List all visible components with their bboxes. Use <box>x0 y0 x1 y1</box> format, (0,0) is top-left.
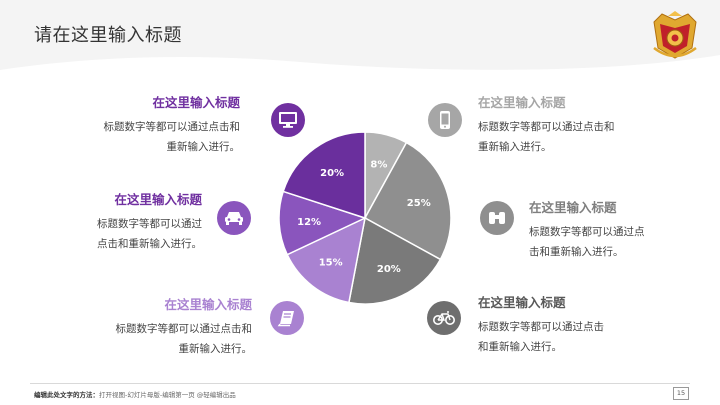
pie-slice-label: 8% <box>370 159 387 170</box>
block-heading: 在这里输入标题 <box>152 95 240 110</box>
book-icon <box>270 301 304 335</box>
footer-bold-text: 编辑此处文字的方法： <box>34 391 99 399</box>
phone-icon <box>428 103 462 137</box>
pie-slice-label: 20% <box>320 168 344 179</box>
emblem-logo <box>653 11 697 59</box>
block-body: 标题数字等都可以通过点 击和重新输入进行。 <box>529 226 645 258</box>
pie-slice-label: 15% <box>319 258 343 269</box>
block-heading: 在这里输入标题 <box>478 295 566 310</box>
pie-slice <box>363 141 452 261</box>
monitor-icon <box>271 103 305 137</box>
block-mid-left: 在这里输入标题 标题数字等都可以通过 点击和重新输入进行。 <box>50 192 202 254</box>
pie-slice-label: 12% <box>297 217 321 228</box>
binoculars-icon <box>480 201 514 235</box>
block-bottom-left: 在这里输入标题 标题数字等都可以通过点击和 重新输入进行。 <box>70 297 253 359</box>
bicycle-icon <box>427 301 461 335</box>
pie-slice-label: 20% <box>377 264 401 275</box>
pie-slice <box>348 216 442 305</box>
block-heading: 在这里输入标题 <box>478 95 566 110</box>
block-top-right: 在这里输入标题 标题数字等都可以通过点击和 重新输入进行。 <box>478 95 658 157</box>
block-body: 标题数字等都可以通过点击和 重新输入进行。 <box>103 121 241 153</box>
page-number: 15 <box>673 387 689 400</box>
pie-slice <box>286 216 367 304</box>
block-heading: 在这里输入标题 <box>529 200 617 215</box>
block-mid-right: 在这里输入标题 标题数字等都可以通过点 击和重新输入进行。 <box>529 200 679 262</box>
footer-divider <box>30 383 690 384</box>
pie-slice <box>278 190 368 256</box>
block-body: 标题数字等都可以通过点击和 重新输入进行。 <box>478 121 615 153</box>
block-heading: 在这里输入标题 <box>164 297 252 312</box>
footer-instructions: 编辑此处文字的方法：打开视图-幻灯片母版-编辑第一页 @轻编辑出品 <box>34 389 236 399</box>
block-top-left: 在这里输入标题 标题数字等都可以通过点击和 重新输入进行。 <box>60 95 241 157</box>
block-body: 标题数字等都可以通过点击 和重新输入进行。 <box>478 321 604 353</box>
pie-slice <box>282 131 366 220</box>
header-swoosh <box>0 0 720 70</box>
block-bottom-right: 在这里输入标题 标题数字等都可以通过点击 和重新输入进行。 <box>478 295 658 357</box>
block-heading: 在这里输入标题 <box>114 192 202 207</box>
page-title: 请在这里输入标题 <box>34 25 182 46</box>
block-body: 标题数字等都可以通过 点击和重新输入进行。 <box>97 218 202 250</box>
pie-slice-label: 25% <box>407 198 431 209</box>
pie-chart: 8% 25% 20% 15% 12% 20% <box>278 131 452 305</box>
car-icon <box>217 201 251 235</box>
footer-text: 打开视图-幻灯片母版-编辑第一页 @轻编辑出品 <box>99 391 236 399</box>
block-body: 标题数字等都可以通过点击和 重新输入进行。 <box>115 323 253 355</box>
